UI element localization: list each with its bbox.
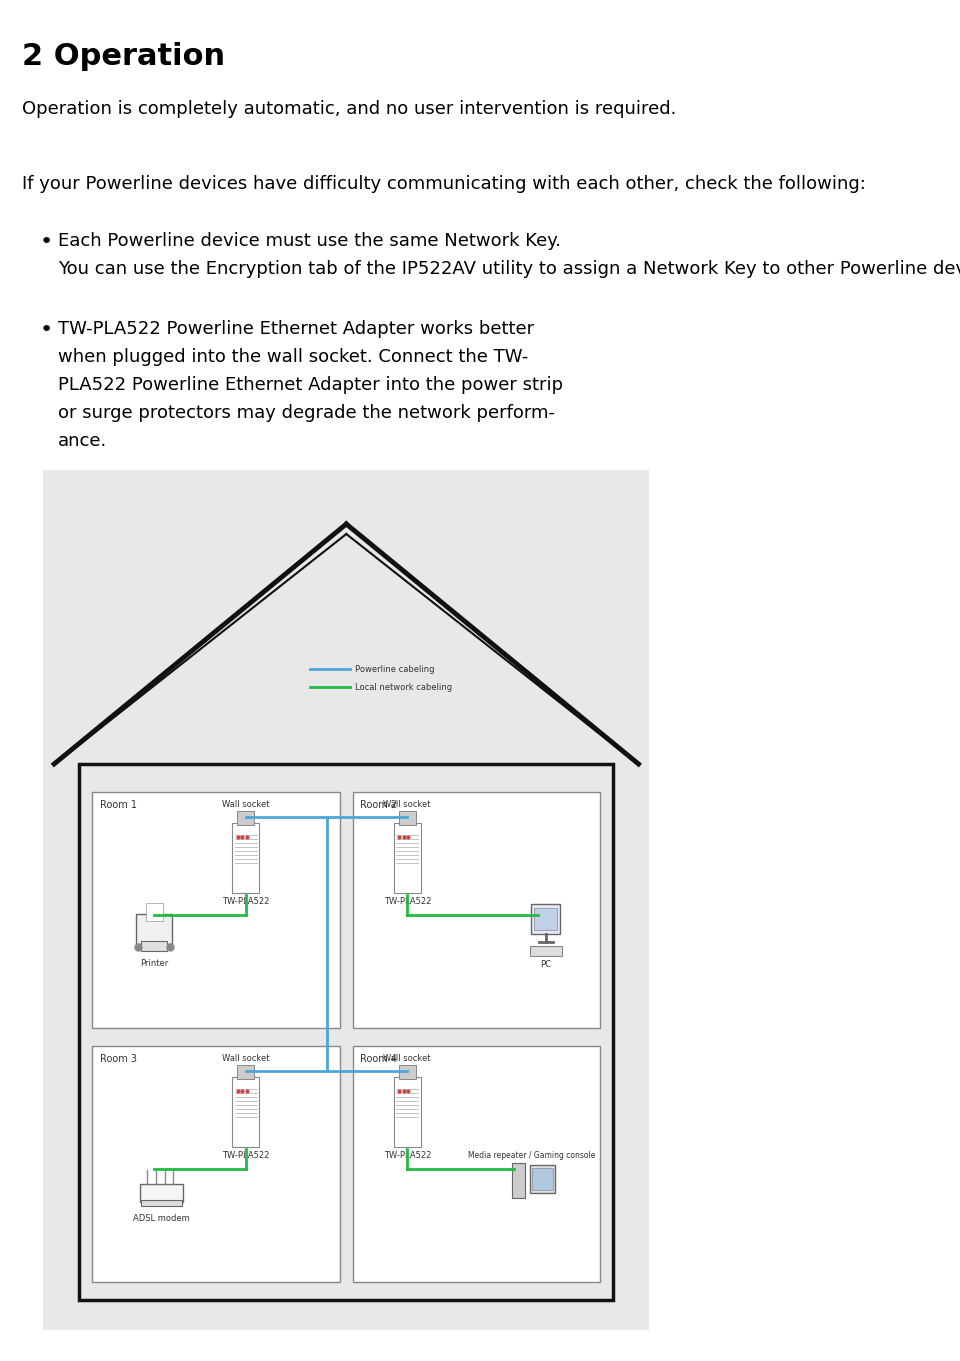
Bar [512,1162,524,1198]
Text: Local network cabeling: Local network cabeling [355,682,452,691]
Text: 2 Operation: 2 Operation [22,42,225,71]
Text: Each Powerline device must use the same Network Key.: Each Powerline device must use the same … [58,231,561,250]
Text: or surge protectors may degrade the network perform-: or surge protectors may degrade the netw… [58,404,555,422]
Bar [353,792,600,1028]
Bar [394,1077,420,1147]
Bar [92,792,340,1028]
Text: Wall socket: Wall socket [383,800,431,808]
Text: ADSL modem: ADSL modem [133,1214,190,1224]
Bar [232,1077,259,1147]
Text: TW-PLA522: TW-PLA522 [222,1151,270,1160]
Text: Room 2: Room 2 [360,800,397,810]
Bar [80,764,613,1300]
Text: Room 1: Room 1 [100,800,136,810]
Text: Operation is completely automatic, and no user intervention is required.: Operation is completely automatic, and n… [22,99,676,118]
Text: TW-PLA522 Powerline Ethernet Adapter works better: TW-PLA522 Powerline Ethernet Adapter wor… [58,320,534,338]
Text: Powerline cabeling: Powerline cabeling [355,664,435,674]
Text: TW-PLA522: TW-PLA522 [222,897,270,906]
Bar [92,1047,340,1282]
Text: TW-PLA522: TW-PLA522 [384,1151,431,1160]
Bar [237,811,254,825]
Text: Media repeater / Gaming console: Media repeater / Gaming console [468,1150,595,1160]
Bar [237,1066,254,1079]
Text: •: • [39,320,53,340]
Bar [398,1066,416,1079]
Bar [394,823,420,893]
Text: Wall socket: Wall socket [222,800,270,808]
Bar [535,908,558,930]
Bar [353,1047,600,1282]
Bar [398,811,416,825]
Text: ance.: ance. [58,431,107,450]
Bar [532,1168,553,1190]
Text: when plugged into the wall socket. Connect the TW-: when plugged into the wall socket. Conne… [58,348,528,366]
Bar [530,1165,555,1192]
Text: •: • [39,231,53,252]
Bar [43,470,649,1330]
Text: TW-PLA522: TW-PLA522 [384,897,431,906]
Text: Wall socket: Wall socket [222,1053,270,1063]
Text: If your Powerline devices have difficulty communicating with each other, check t: If your Powerline devices have difficult… [22,176,866,193]
Bar [530,946,562,955]
Bar [146,902,163,921]
Text: Room 4: Room 4 [360,1053,397,1064]
Bar [232,823,259,893]
Bar [141,940,167,951]
Text: PC: PC [540,960,551,969]
Text: Room 3: Room 3 [100,1053,136,1064]
Bar [141,1200,181,1206]
Bar [532,904,561,934]
Text: Wall socket: Wall socket [383,1053,431,1063]
Text: Printer: Printer [140,960,168,968]
Text: You can use the Encryption tab of the IP522AV utility to assign a Network Key to: You can use the Encryption tab of the IP… [58,260,960,278]
Text: PLA522 Powerline Ethernet Adapter into the power strip: PLA522 Powerline Ethernet Adapter into t… [58,376,563,393]
Bar [140,1184,183,1202]
Bar [136,913,172,945]
